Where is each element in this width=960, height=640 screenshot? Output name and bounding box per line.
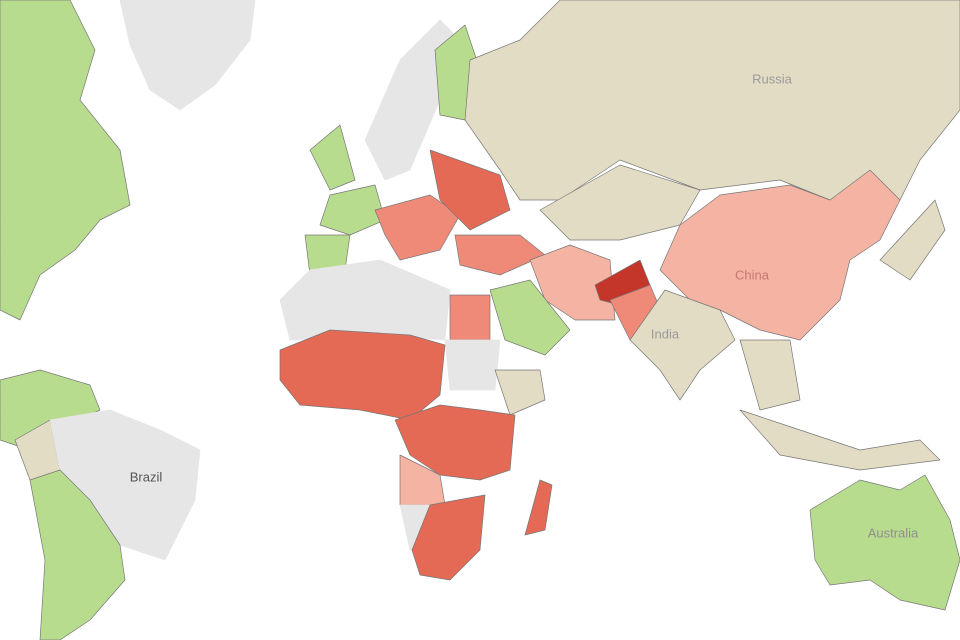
- country-label: China: [735, 267, 770, 282]
- country-label: Australia: [868, 525, 919, 540]
- country-label: Russia: [752, 71, 793, 86]
- turkey: [454, 234, 546, 276]
- greenland: [119, 0, 256, 111]
- southeast-asia: [739, 339, 801, 411]
- russia: [464, 0, 960, 201]
- central-europe: [374, 194, 461, 261]
- eastern-europe: [429, 149, 511, 231]
- country-label: India: [651, 326, 680, 341]
- saudi-arabia: [489, 279, 571, 356]
- southern-africa: [411, 494, 486, 581]
- north-africa: [279, 259, 451, 341]
- egypt: [449, 294, 491, 341]
- ethiopia: [494, 369, 546, 416]
- australia: [809, 474, 960, 611]
- india: [629, 289, 736, 401]
- country-label: Brazil: [130, 469, 163, 484]
- france: [319, 184, 386, 236]
- south-america-south: [29, 469, 126, 640]
- sudan: [444, 339, 501, 391]
- japan: [879, 199, 946, 281]
- madagascar: [524, 479, 553, 536]
- central-africa: [394, 404, 516, 481]
- west-africa: [279, 329, 446, 421]
- north-america: [0, 0, 131, 321]
- indonesia: [739, 409, 941, 471]
- uk: [309, 124, 356, 191]
